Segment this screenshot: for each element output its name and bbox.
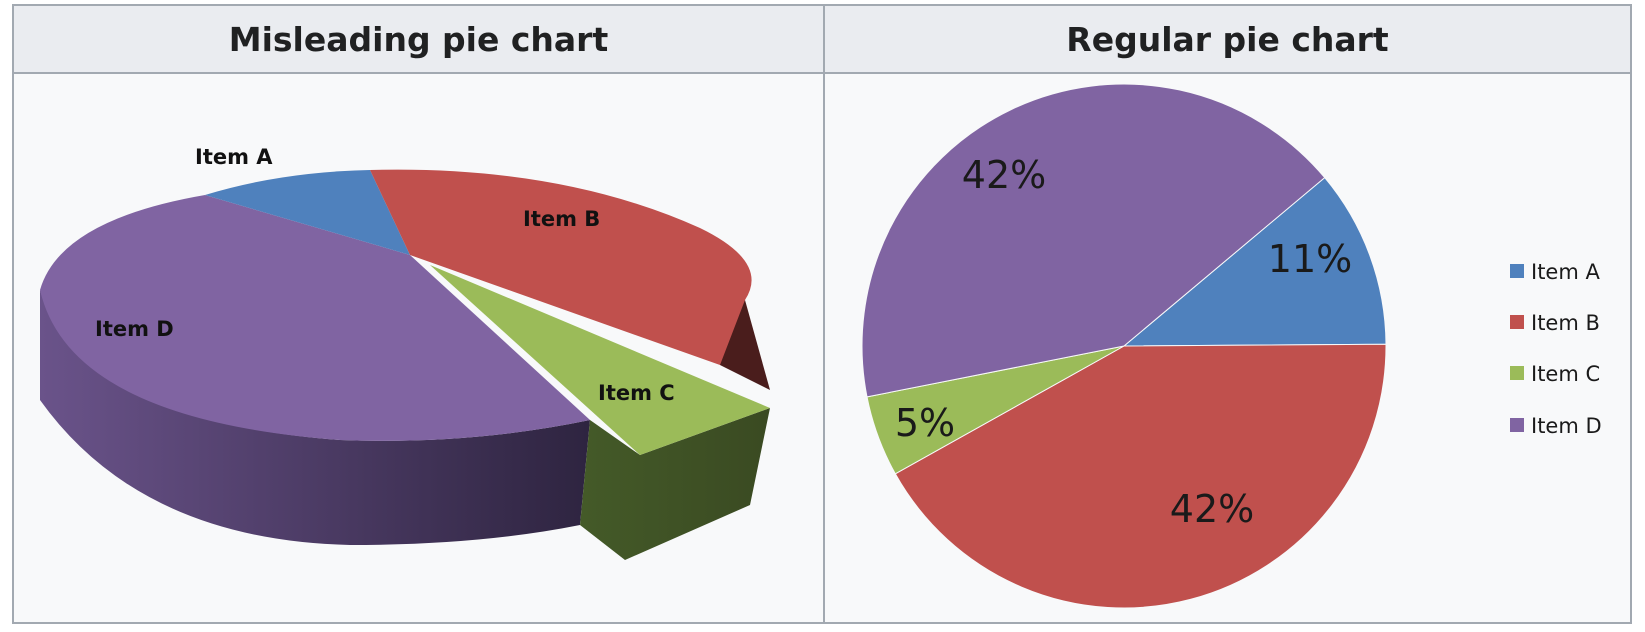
- legend-label-item-b: Item B: [1531, 311, 1600, 335]
- pie-value-label-item-a: 11%: [1268, 237, 1352, 281]
- column-divider: [823, 6, 825, 622]
- legend-swatch-item-a: [1510, 264, 1524, 278]
- slice-d-side: [40, 290, 590, 545]
- pie-slice-item-b: [894, 343, 1387, 609]
- label-item-b: Item B: [523, 207, 600, 231]
- label-item-c: Item C: [598, 381, 675, 405]
- slice-a-top: [205, 170, 410, 255]
- slice-c-side: [580, 408, 770, 560]
- legend-swatch-item-c: [1510, 366, 1524, 380]
- legend-swatch-item-d: [1510, 418, 1524, 432]
- label-item-d: Item D: [95, 317, 174, 341]
- label-item-a: Item A: [195, 145, 273, 169]
- pie-value-label-item-b: 42%: [1170, 487, 1254, 531]
- pie-value-label-item-c: 5%: [895, 401, 955, 445]
- pie-slice-item-a: [1122, 176, 1387, 347]
- regular-chart-header: Regular pie chart: [825, 6, 1630, 74]
- legend-label-item-c: Item C: [1531, 362, 1600, 386]
- legend: Item A Item B Item C Item D: [1510, 260, 1602, 438]
- legend-swatch-item-b: [1510, 315, 1524, 329]
- misleading-chart-header: Misleading pie chart: [14, 6, 823, 74]
- regular-pie-chart: 11% 42% 5% 42%: [861, 83, 1387, 609]
- slice-b-top: [370, 169, 752, 365]
- misleading-pie-chart: Item A Item B Item C Item D: [40, 145, 770, 560]
- slice-c-top: [430, 265, 770, 455]
- pie-value-label-item-d: 42%: [962, 153, 1046, 197]
- slice-d-top: [40, 195, 590, 441]
- legend-label-item-d: Item D: [1531, 414, 1602, 438]
- legend-label-item-a: Item A: [1531, 260, 1600, 284]
- pie-slice-item-d: [861, 83, 1326, 398]
